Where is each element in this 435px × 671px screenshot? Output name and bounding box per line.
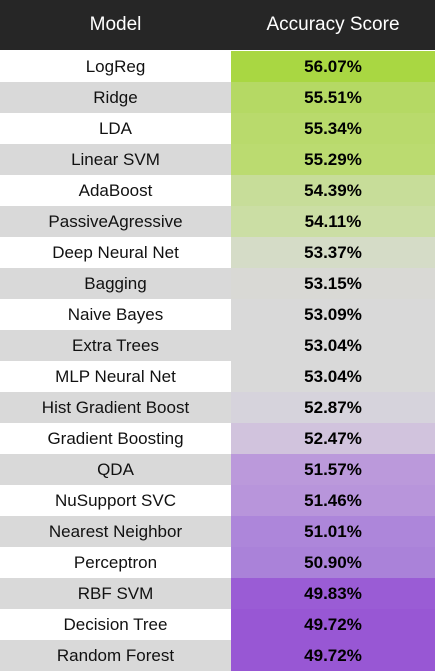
accuracy-score-cell: 56.07% bbox=[231, 51, 435, 82]
accuracy-score-cell: 53.04% bbox=[231, 330, 435, 361]
accuracy-score-cell: 55.29% bbox=[231, 144, 435, 175]
table-row: Random Forest 49.72% bbox=[0, 640, 435, 671]
model-cell: Deep Neural Net bbox=[0, 237, 231, 268]
model-cell: Hist Gradient Boost bbox=[0, 392, 231, 423]
table-row: Bagging 53.15% bbox=[0, 268, 435, 299]
table-header: Model Accuracy Score bbox=[0, 0, 435, 50]
accuracy-score-cell: 52.87% bbox=[231, 392, 435, 423]
table-row: Gradient Boosting 52.47% bbox=[0, 423, 435, 454]
model-cell: LDA bbox=[0, 113, 231, 144]
accuracy-score-cell: 49.83% bbox=[231, 578, 435, 609]
table-row: Nearest Neighbor 51.01% bbox=[0, 516, 435, 547]
table-row: Deep Neural Net 53.37% bbox=[0, 237, 435, 268]
header-model: Model bbox=[89, 14, 142, 35]
accuracy-score-cell: 54.11% bbox=[231, 206, 435, 237]
accuracy-score-cell: 55.34% bbox=[231, 113, 435, 144]
model-cell: RBF SVM bbox=[0, 578, 231, 609]
accuracy-score-cell: 49.72% bbox=[231, 609, 435, 640]
table-row: Naive Bayes 53.09% bbox=[0, 299, 435, 330]
table-row: LogReg 56.07% bbox=[0, 51, 435, 82]
table-row: PassiveAgressive 54.11% bbox=[0, 206, 435, 237]
model-cell: Ridge bbox=[0, 82, 231, 113]
model-cell: Naive Bayes bbox=[0, 299, 231, 330]
model-cell: Extra Trees bbox=[0, 330, 231, 361]
table-body: LogReg 56.07% Ridge 55.51% LDA 55.34% Linear S… bbox=[0, 51, 435, 671]
model-cell: MLP Neural Net bbox=[0, 361, 231, 392]
table-row: QDA 51.57% bbox=[0, 454, 435, 485]
table-row: Extra Trees 53.04% bbox=[0, 330, 435, 361]
accuracy-score-cell: 49.72% bbox=[231, 640, 435, 671]
accuracy-score-cell: 51.01% bbox=[231, 516, 435, 547]
table-row: RBF SVM 49.83% bbox=[0, 578, 435, 609]
accuracy-score-cell: 52.47% bbox=[231, 423, 435, 454]
accuracy-score-cell: 54.39% bbox=[231, 175, 435, 206]
table-row: Ridge 55.51% bbox=[0, 82, 435, 113]
model-cell: PassiveAgressive bbox=[0, 206, 231, 237]
model-cell: AdaBoost bbox=[0, 175, 231, 206]
table-row: NuSupport SVC 51.46% bbox=[0, 485, 435, 516]
model-cell: Random Forest bbox=[0, 640, 231, 671]
model-cell: LogReg bbox=[0, 51, 231, 82]
table-row: Decision Tree 49.72% bbox=[0, 609, 435, 640]
table-row: LDA 55.34% bbox=[0, 113, 435, 144]
table-row: AdaBoost 54.39% bbox=[0, 175, 435, 206]
model-cell: Bagging bbox=[0, 268, 231, 299]
model-cell: Gradient Boosting bbox=[0, 423, 231, 454]
accuracy-score-cell: 55.51% bbox=[231, 82, 435, 113]
table-row: Linear SVM 55.29% bbox=[0, 144, 435, 175]
model-cell: NuSupport SVC bbox=[0, 485, 231, 516]
model-cell: Nearest Neighbor bbox=[0, 516, 231, 547]
model-cell: Linear SVM bbox=[0, 144, 231, 175]
accuracy-score-cell: 51.57% bbox=[231, 454, 435, 485]
accuracy-score-cell: 53.37% bbox=[231, 237, 435, 268]
accuracy-score-cell: 53.04% bbox=[231, 361, 435, 392]
model-cell: QDA bbox=[0, 454, 231, 485]
accuracy-score-cell: 53.15% bbox=[231, 268, 435, 299]
table-row: Hist Gradient Boost 52.87% bbox=[0, 392, 435, 423]
table-row: MLP Neural Net 53.04% bbox=[0, 361, 435, 392]
accuracy-score-cell: 51.46% bbox=[231, 485, 435, 516]
model-cell: Perceptron bbox=[0, 547, 231, 578]
header-accuracy-score: Accuracy Score bbox=[266, 14, 400, 35]
model-cell: Decision Tree bbox=[0, 609, 231, 640]
table-row: Perceptron 50.90% bbox=[0, 547, 435, 578]
accuracy-score-cell: 50.90% bbox=[231, 547, 435, 578]
accuracy-score-cell: 53.09% bbox=[231, 299, 435, 330]
